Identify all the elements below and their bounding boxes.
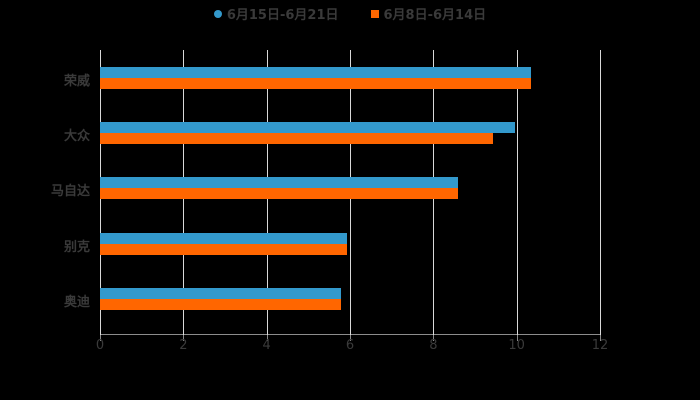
legend-circle-icon: [213, 9, 222, 18]
x-tick-label: 10: [508, 338, 525, 353]
bar[interactable]: [100, 78, 531, 89]
x-tick-label: 4: [262, 338, 271, 353]
plot-area: [100, 50, 601, 341]
x-tick: [100, 335, 101, 341]
legend-label: 6月8日-6月14日: [383, 8, 487, 23]
x-tick-label: 8: [429, 338, 438, 353]
gridline: [600, 50, 601, 335]
x-tick: [183, 335, 185, 341]
bar[interactable]: [100, 122, 515, 134]
x-tick: [266, 335, 268, 341]
bar[interactable]: [100, 133, 493, 145]
bar[interactable]: [100, 243, 348, 255]
bar[interactable]: [100, 188, 458, 200]
bar[interactable]: [100, 67, 531, 78]
bar[interactable]: [100, 298, 341, 310]
x-tick-label: 12: [591, 338, 609, 353]
x-tick-label: 0: [95, 338, 105, 353]
legend-square-icon: [370, 9, 379, 18]
y-category-label: 大众: [63, 129, 90, 145]
gridline: [516, 50, 518, 335]
y-category-label: 别克: [63, 239, 90, 255]
y-category-label: 荣威: [63, 74, 90, 89]
y-category-label: 奥迪: [63, 294, 90, 310]
legend-item-series-1[interactable]: 6月15日-6月21日: [213, 4, 339, 23]
bar[interactable]: [100, 232, 348, 244]
x-tick: [433, 335, 435, 341]
legend-item-series-2[interactable]: 6月8日-6月14日: [370, 4, 487, 23]
bar[interactable]: [100, 177, 458, 189]
x-tick: [600, 335, 601, 341]
chart-legend: 6月15日-6月21日 6月8日-6月14日: [0, 4, 700, 23]
bar[interactable]: [100, 287, 341, 299]
x-tick: [516, 335, 518, 341]
x-tick-label: 6: [345, 338, 355, 353]
y-category-label: 马自达: [50, 184, 90, 200]
x-tick: [350, 335, 351, 341]
x-tick-label: 2: [179, 338, 188, 353]
legend-label: 6月15日-6月21日: [226, 8, 339, 23]
